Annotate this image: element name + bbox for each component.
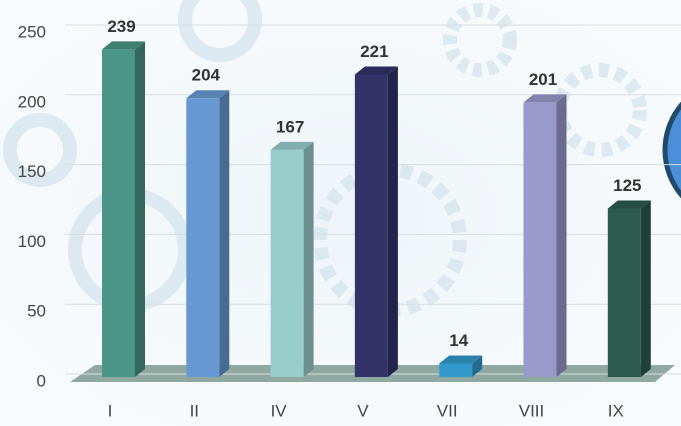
bar-face [388, 66, 398, 377]
y-tick-label: 250 [18, 22, 46, 41]
x-tick-label: II [190, 401, 199, 420]
y-tick-label: 200 [18, 92, 46, 111]
bar [271, 142, 314, 377]
bar [186, 90, 229, 377]
bar [102, 41, 145, 377]
bar-face [557, 94, 567, 377]
value-label: 167 [276, 117, 304, 136]
bar-face [439, 363, 472, 377]
y-tick-label: 50 [27, 302, 46, 321]
bar [608, 201, 651, 378]
bar-face [304, 142, 314, 377]
bar-face [102, 49, 135, 377]
bar-face [355, 74, 388, 377]
value-label: 125 [613, 176, 641, 195]
x-tick-label: VII [437, 401, 458, 420]
x-tick-label: V [357, 401, 369, 420]
x-tick-label: I [108, 401, 113, 420]
x-tick-label: VIII [519, 401, 545, 420]
bar-face [186, 98, 219, 377]
bar [355, 66, 398, 377]
bar-face [608, 209, 641, 378]
y-tick-label: 0 [37, 371, 46, 390]
bar-face [219, 90, 229, 377]
value-label: 239 [107, 17, 135, 36]
page: {"chart_data": {"type": "bar3d", "catego… [0, 0, 681, 426]
bar-face [135, 41, 145, 377]
chart: 0 50 100 150 200 250 239 I 204 II 167 IV 221 V 14 VII 20… [0, 0, 681, 426]
x-tick-label: IX [608, 401, 624, 420]
value-label: 204 [192, 66, 221, 85]
bar [524, 94, 567, 377]
bar-face [641, 201, 651, 378]
bar-face [271, 150, 304, 377]
value-label: 14 [449, 331, 468, 350]
bar [439, 355, 482, 377]
value-label: 221 [360, 42, 388, 61]
value-label: 201 [529, 70, 557, 89]
y-tick-label: 150 [18, 162, 46, 181]
bar-face [524, 102, 557, 377]
y-tick-label: 100 [18, 232, 46, 251]
x-tick-label: IV [271, 401, 288, 420]
